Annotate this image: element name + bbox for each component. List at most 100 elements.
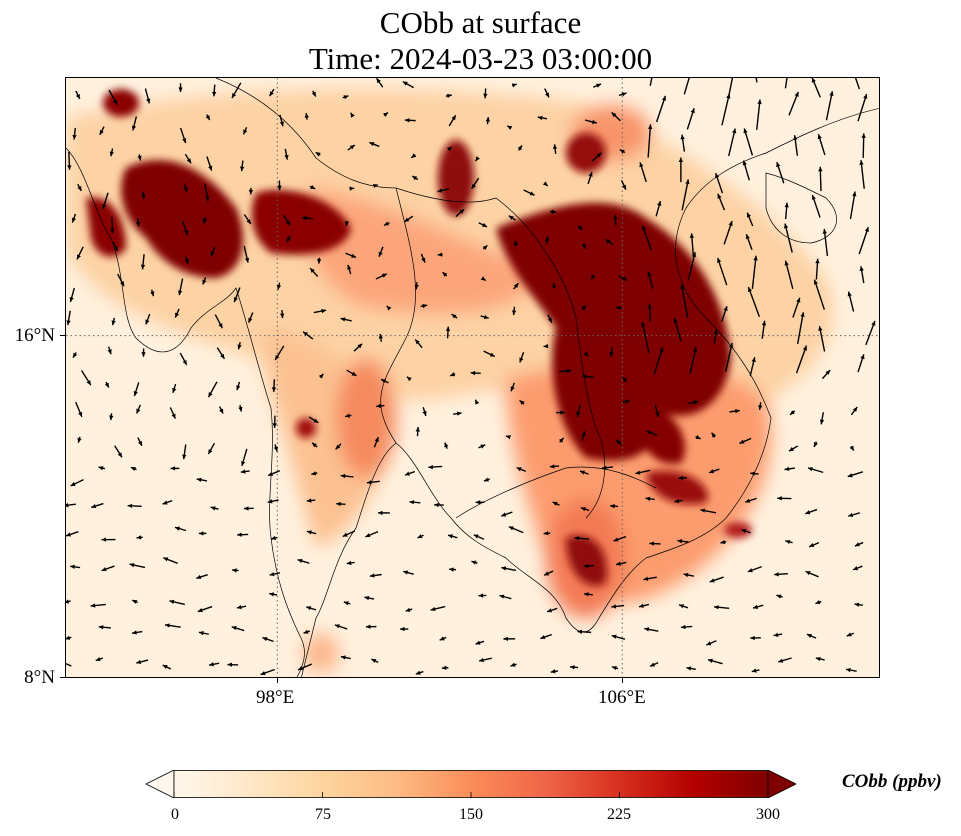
wind-arrow: [480, 276, 487, 282]
wind-arrow: [346, 369, 357, 377]
wind-arrow: [414, 338, 423, 349]
xtick-mark-106: [622, 678, 623, 683]
wind-arrow: [372, 183, 379, 189]
concentration-blob-4: [336, 358, 396, 478]
wind-arrow: [414, 282, 419, 290]
wind-arrow: [857, 354, 865, 373]
wind-arrow: [434, 502, 444, 508]
wind-arrow: [269, 571, 281, 577]
wind-arrow: [236, 381, 241, 391]
wind-arrow: [114, 445, 123, 458]
wind-arrow: [859, 266, 865, 284]
wind-arrow: [411, 175, 419, 181]
wind-arrow: [475, 500, 485, 505]
lon-tick-106: 106°E: [598, 687, 646, 708]
wind-arrow: [654, 404, 660, 418]
wind-arrow: [590, 274, 596, 280]
wind-arrow: [708, 468, 720, 474]
concentration-blob-16: [566, 535, 607, 586]
wind-arrow: [98, 466, 106, 471]
wind-arrow: [516, 466, 527, 472]
wind-arrow: [196, 477, 208, 482]
wind-arrow: [306, 606, 317, 611]
wind-arrow: [117, 273, 125, 287]
wind-arrow: [112, 241, 119, 252]
wind-arrow: [243, 506, 254, 511]
wind-arrow: [137, 154, 142, 161]
wind-arrow: [441, 665, 449, 670]
wind-arrow: [721, 93, 731, 126]
wind-arrow: [417, 534, 424, 539]
wind-arrow: [145, 313, 151, 325]
wind-arrow: [386, 305, 392, 311]
wind-arrow: [377, 510, 390, 516]
wind-arrow: [430, 605, 446, 612]
wind-arrow: [286, 235, 291, 243]
wind-arrow: [280, 310, 285, 319]
wind-arrow: [776, 594, 783, 599]
wind-arrow: [284, 148, 289, 160]
map-canvas: [66, 78, 879, 677]
wind-arrow: [519, 399, 525, 405]
wind-arrow: [349, 186, 355, 191]
map-subtitle-time: Time: 2024-03-23 03:00:00: [308, 41, 653, 76]
wind-vectors: [66, 78, 876, 676]
wind-arrow: [415, 670, 424, 675]
wind-arrow: [99, 126, 105, 136]
wind-arrow: [609, 347, 614, 357]
wind-arrow: [297, 558, 310, 564]
wind-arrow: [506, 125, 513, 130]
wind-arrow: [232, 568, 239, 573]
wind-arrow: [309, 184, 316, 190]
wind-arrow: [364, 595, 375, 601]
wind-arrow: [198, 531, 207, 536]
wind-arrow: [347, 144, 356, 151]
wind-arrow: [231, 82, 242, 99]
coastline-2: [765, 172, 837, 244]
wind-arrow: [581, 431, 586, 441]
wind-arrow: [483, 88, 488, 99]
colorbar-tick-75: 75: [315, 806, 331, 823]
wind-arrow: [131, 599, 138, 604]
wind-arrow: [613, 214, 618, 226]
wind-arrow: [618, 275, 628, 282]
wind-arrow: [686, 108, 695, 130]
wind-arrow: [66, 310, 71, 326]
wind-arrow: [335, 443, 342, 450]
wind-arrow: [549, 209, 557, 214]
wind-arrow: [302, 331, 314, 340]
wind-arrow: [543, 570, 554, 576]
wind-arrow: [581, 304, 587, 311]
wind-arrow: [474, 399, 480, 405]
wind-arrow: [283, 214, 291, 226]
concentration-blob-18: [296, 418, 316, 438]
wind-arrow: [544, 88, 550, 98]
wind-arrow: [774, 572, 788, 577]
wind-arrow: [66, 502, 76, 508]
wind-arrow: [807, 467, 824, 474]
wind-arrow: [792, 297, 801, 318]
wind-arrow: [375, 78, 384, 88]
wind-arrow: [644, 627, 659, 632]
wind-arrow: [822, 228, 829, 257]
wind-arrow: [500, 511, 513, 517]
wind-arrow: [728, 78, 734, 96]
wind-arrow: [404, 470, 416, 476]
colorbar-tick-225: 225: [607, 806, 631, 823]
wind-arrow: [713, 605, 730, 610]
wind-arrow: [107, 346, 112, 355]
wind-arrow: [622, 376, 628, 383]
wind-arrow: [858, 226, 869, 255]
wind-arrow: [773, 632, 783, 637]
wind-arrow: [678, 157, 684, 183]
wind-arrow: [655, 200, 662, 217]
wind-arrow: [517, 145, 523, 151]
wind-arrow: [729, 408, 740, 414]
wind-arrow: [375, 273, 388, 280]
wind-arrow: [313, 308, 327, 314]
wind-arrow: [383, 221, 390, 226]
wind-arrow: [150, 289, 155, 297]
wind-arrow: [267, 470, 281, 477]
wind-arrow: [556, 410, 565, 415]
wind-arrow: [741, 528, 751, 534]
